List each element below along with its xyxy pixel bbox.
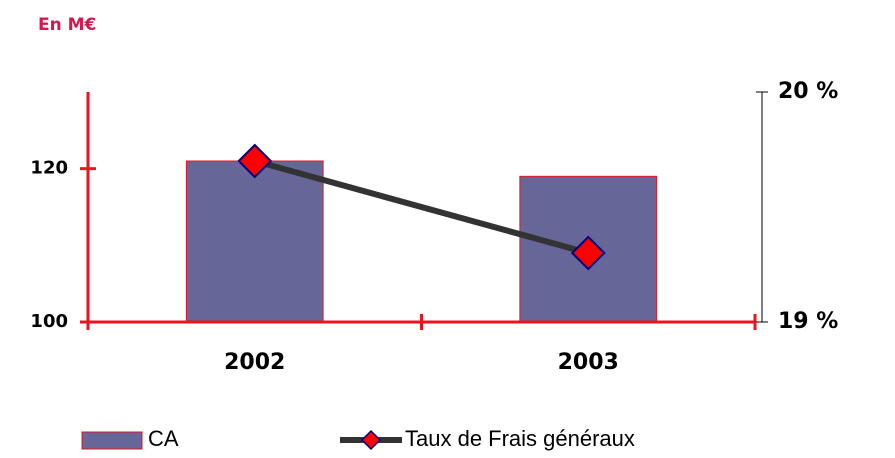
y-tick-label: 100 bbox=[30, 311, 68, 332]
x-tick-label: 2002 bbox=[224, 350, 285, 375]
line-marker bbox=[237, 143, 273, 179]
legend-marker bbox=[360, 429, 382, 451]
legend-label: CA bbox=[148, 426, 179, 451]
y2-tick-label: 19 % bbox=[778, 309, 838, 334]
line-marker bbox=[570, 235, 606, 271]
y2-tick-label: 20 % bbox=[778, 79, 838, 104]
bar bbox=[185, 160, 324, 323]
chart-subtitle: En M€ bbox=[38, 15, 96, 35]
x-tick-label: 2003 bbox=[558, 350, 619, 375]
legend-swatch bbox=[81, 431, 143, 450]
line bbox=[253, 158, 590, 256]
legend-label: Taux de Frais généraux bbox=[405, 426, 635, 451]
y-tick-label: 120 bbox=[30, 158, 68, 179]
